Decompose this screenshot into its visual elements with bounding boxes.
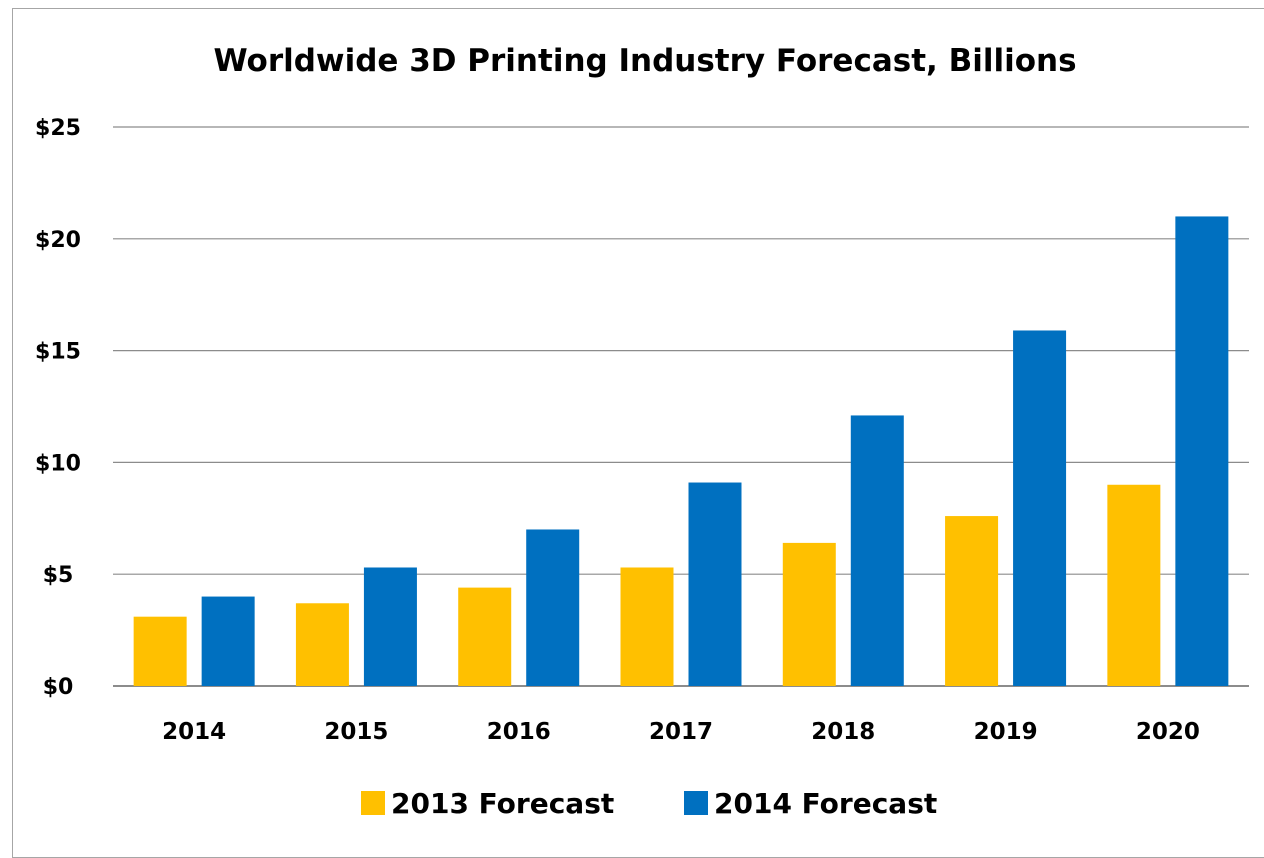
y-tick-label: $20 [35,228,81,253]
x-tick-label: 2019 [974,719,1038,745]
bar-2020-series-2 [1175,216,1229,686]
bar-2014-series-2 [201,596,255,686]
grid-layer [113,126,1249,687]
bar-2016-series-2 [526,529,580,686]
bar-2017-series-2 [688,482,742,686]
x-tick-label: 2016 [487,719,551,745]
bar-2015-series-1 [295,603,349,686]
legend-swatch [361,791,385,815]
bar-2015-series-2 [363,567,417,686]
x-tick-label: 2018 [811,719,875,745]
legend-label: 2014 Forecast [714,787,937,820]
bar-2019-series-1 [945,516,999,686]
bar-2020-series-1 [1107,484,1161,686]
legend-swatch [684,791,708,815]
x-tick-label: 2017 [649,719,713,745]
chart-frame: Worldwide 3D Printing Industry Forecast,… [12,8,1264,858]
x-axis-tick-labels: 2014 2015 2016 2017 2018 2019 2020 [162,719,1200,745]
x-tick-label: 2020 [1136,719,1200,745]
legend: 2013 Forecast 2014 Forecast [361,787,937,820]
bar-2017-series-1 [620,567,674,686]
bar-2018-series-2 [850,415,904,686]
bar-2018-series-1 [782,542,836,686]
y-tick-label: $15 [35,340,81,365]
legend-label: 2013 Forecast [391,787,614,820]
bar-2016-series-1 [458,587,512,686]
bar-layer [133,216,1229,686]
y-axis-tick-labels: $0 $5 $10 $15 $20 $25 [35,116,81,700]
x-tick-label: 2015 [324,719,388,745]
bar-2019-series-2 [1013,330,1067,686]
chart-title: Worldwide 3D Printing Industry Forecast,… [213,43,1076,79]
y-tick-label: $5 [43,563,74,588]
bar-2014-series-1 [133,616,187,686]
y-tick-label: $0 [43,675,74,700]
y-tick-label: $10 [35,451,81,476]
y-tick-label: $25 [35,116,81,141]
x-tick-label: 2014 [162,719,226,745]
